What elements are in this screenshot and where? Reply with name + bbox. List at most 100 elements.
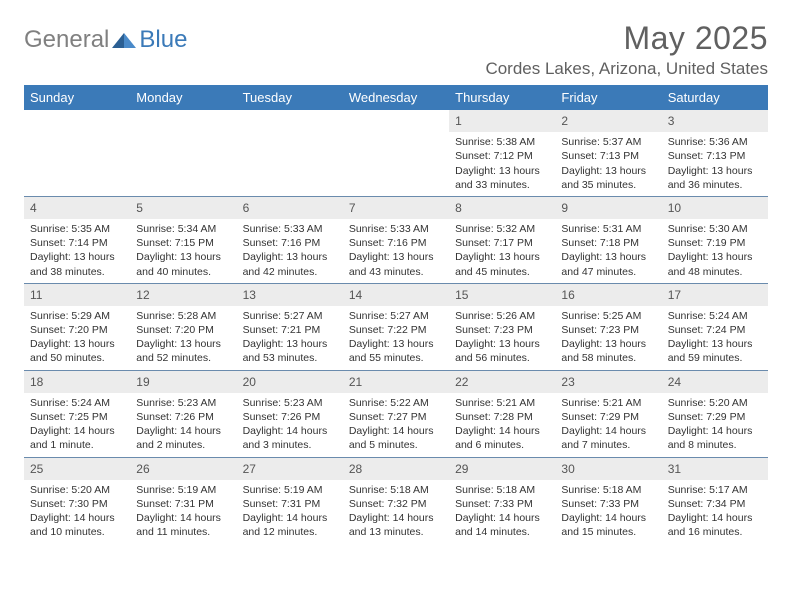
calendar-cell: 16Sunrise: 5:25 AMSunset: 7:23 PMDayligh… <box>555 283 661 370</box>
sunrise-text: Sunrise: 5:27 AM <box>349 309 443 323</box>
sunset-text: Sunset: 7:16 PM <box>243 236 337 250</box>
day-body: Sunrise: 5:17 AMSunset: 7:34 PMDaylight:… <box>662 480 768 544</box>
calendar-cell: 8Sunrise: 5:32 AMSunset: 7:17 PMDaylight… <box>449 196 555 283</box>
calendar-cell: 28Sunrise: 5:18 AMSunset: 7:32 PMDayligh… <box>343 457 449 543</box>
calendar-cell <box>237 110 343 196</box>
location: Cordes Lakes, Arizona, United States <box>485 59 768 79</box>
calendar-week: 4Sunrise: 5:35 AMSunset: 7:14 PMDaylight… <box>24 196 768 283</box>
day-body: Sunrise: 5:37 AMSunset: 7:13 PMDaylight:… <box>555 132 661 196</box>
day-body: Sunrise: 5:27 AMSunset: 7:21 PMDaylight:… <box>237 306 343 370</box>
sunrise-text: Sunrise: 5:23 AM <box>136 396 230 410</box>
day-body: Sunrise: 5:23 AMSunset: 7:26 PMDaylight:… <box>130 393 236 457</box>
day-body: Sunrise: 5:33 AMSunset: 7:16 PMDaylight:… <box>237 219 343 283</box>
day-body: Sunrise: 5:26 AMSunset: 7:23 PMDaylight:… <box>449 306 555 370</box>
day-header-row: SundayMondayTuesdayWednesdayThursdayFrid… <box>24 85 768 110</box>
calendar-week: 25Sunrise: 5:20 AMSunset: 7:30 PMDayligh… <box>24 457 768 543</box>
sunrise-text: Sunrise: 5:24 AM <box>30 396 124 410</box>
calendar-cell: 13Sunrise: 5:27 AMSunset: 7:21 PMDayligh… <box>237 283 343 370</box>
day-body: Sunrise: 5:20 AMSunset: 7:29 PMDaylight:… <box>662 393 768 457</box>
daylight-text: Daylight: 14 hours and 7 minutes. <box>561 424 655 452</box>
day-body: Sunrise: 5:32 AMSunset: 7:17 PMDaylight:… <box>449 219 555 283</box>
calendar-cell: 22Sunrise: 5:21 AMSunset: 7:28 PMDayligh… <box>449 370 555 457</box>
daylight-text: Daylight: 13 hours and 45 minutes. <box>455 250 549 278</box>
sunrise-text: Sunrise: 5:33 AM <box>349 222 443 236</box>
calendar-cell: 30Sunrise: 5:18 AMSunset: 7:33 PMDayligh… <box>555 457 661 543</box>
day-number: 13 <box>237 284 343 306</box>
sunrise-text: Sunrise: 5:27 AM <box>243 309 337 323</box>
day-number: 23 <box>555 371 661 393</box>
logo-triangle-icon <box>111 30 137 50</box>
day-number: 26 <box>130 458 236 480</box>
day-header: Sunday <box>24 85 130 110</box>
day-body: Sunrise: 5:36 AMSunset: 7:13 PMDaylight:… <box>662 132 768 196</box>
calendar-cell <box>343 110 449 196</box>
day-body: Sunrise: 5:27 AMSunset: 7:22 PMDaylight:… <box>343 306 449 370</box>
sunset-text: Sunset: 7:33 PM <box>455 497 549 511</box>
day-header: Thursday <box>449 85 555 110</box>
sunrise-text: Sunrise: 5:34 AM <box>136 222 230 236</box>
sunset-text: Sunset: 7:19 PM <box>668 236 762 250</box>
daylight-text: Daylight: 14 hours and 16 minutes. <box>668 511 762 539</box>
day-body: Sunrise: 5:35 AMSunset: 7:14 PMDaylight:… <box>24 219 130 283</box>
sunrise-text: Sunrise: 5:33 AM <box>243 222 337 236</box>
day-body: Sunrise: 5:30 AMSunset: 7:19 PMDaylight:… <box>662 219 768 283</box>
calendar-cell: 1Sunrise: 5:38 AMSunset: 7:12 PMDaylight… <box>449 110 555 196</box>
calendar-cell: 19Sunrise: 5:23 AMSunset: 7:26 PMDayligh… <box>130 370 236 457</box>
calendar-cell: 7Sunrise: 5:33 AMSunset: 7:16 PMDaylight… <box>343 196 449 283</box>
sunset-text: Sunset: 7:17 PM <box>455 236 549 250</box>
sunrise-text: Sunrise: 5:19 AM <box>136 483 230 497</box>
sunrise-text: Sunrise: 5:35 AM <box>30 222 124 236</box>
calendar-cell: 27Sunrise: 5:19 AMSunset: 7:31 PMDayligh… <box>237 457 343 543</box>
daylight-text: Daylight: 13 hours and 48 minutes. <box>668 250 762 278</box>
day-body: Sunrise: 5:21 AMSunset: 7:28 PMDaylight:… <box>449 393 555 457</box>
day-number: 17 <box>662 284 768 306</box>
day-number: 7 <box>343 197 449 219</box>
calendar-week: 18Sunrise: 5:24 AMSunset: 7:25 PMDayligh… <box>24 370 768 457</box>
logo-text-general: General <box>24 26 109 54</box>
sunset-text: Sunset: 7:29 PM <box>561 410 655 424</box>
calendar-cell: 29Sunrise: 5:18 AMSunset: 7:33 PMDayligh… <box>449 457 555 543</box>
day-body: Sunrise: 5:33 AMSunset: 7:16 PMDaylight:… <box>343 219 449 283</box>
calendar-cell: 4Sunrise: 5:35 AMSunset: 7:14 PMDaylight… <box>24 196 130 283</box>
sunrise-text: Sunrise: 5:30 AM <box>668 222 762 236</box>
day-number: 29 <box>449 458 555 480</box>
calendar-cell: 11Sunrise: 5:29 AMSunset: 7:20 PMDayligh… <box>24 283 130 370</box>
daylight-text: Daylight: 13 hours and 35 minutes. <box>561 164 655 192</box>
sunrise-text: Sunrise: 5:26 AM <box>455 309 549 323</box>
calendar-cell: 25Sunrise: 5:20 AMSunset: 7:30 PMDayligh… <box>24 457 130 543</box>
day-header: Tuesday <box>237 85 343 110</box>
logo: General Blue <box>24 26 187 54</box>
calendar-week: 11Sunrise: 5:29 AMSunset: 7:20 PMDayligh… <box>24 283 768 370</box>
calendar-cell: 12Sunrise: 5:28 AMSunset: 7:20 PMDayligh… <box>130 283 236 370</box>
title-block: May 2025 Cordes Lakes, Arizona, United S… <box>485 20 768 79</box>
sunset-text: Sunset: 7:13 PM <box>668 149 762 163</box>
sunset-text: Sunset: 7:18 PM <box>561 236 655 250</box>
sunset-text: Sunset: 7:23 PM <box>561 323 655 337</box>
sunset-text: Sunset: 7:31 PM <box>136 497 230 511</box>
sunset-text: Sunset: 7:15 PM <box>136 236 230 250</box>
daylight-text: Daylight: 13 hours and 56 minutes. <box>455 337 549 365</box>
calendar-cell: 24Sunrise: 5:20 AMSunset: 7:29 PMDayligh… <box>662 370 768 457</box>
day-number: 24 <box>662 371 768 393</box>
sunrise-text: Sunrise: 5:23 AM <box>243 396 337 410</box>
sunrise-text: Sunrise: 5:38 AM <box>455 135 549 149</box>
daylight-text: Daylight: 14 hours and 8 minutes. <box>668 424 762 452</box>
sunset-text: Sunset: 7:23 PM <box>455 323 549 337</box>
day-number: 27 <box>237 458 343 480</box>
day-number: 12 <box>130 284 236 306</box>
day-body: Sunrise: 5:25 AMSunset: 7:23 PMDaylight:… <box>555 306 661 370</box>
daylight-text: Daylight: 14 hours and 11 minutes. <box>136 511 230 539</box>
daylight-text: Daylight: 13 hours and 53 minutes. <box>243 337 337 365</box>
daylight-text: Daylight: 14 hours and 2 minutes. <box>136 424 230 452</box>
header: General Blue May 2025 Cordes Lakes, Ariz… <box>24 20 768 79</box>
day-number: 3 <box>662 110 768 132</box>
day-number: 30 <box>555 458 661 480</box>
day-number: 9 <box>555 197 661 219</box>
daylight-text: Daylight: 13 hours and 47 minutes. <box>561 250 655 278</box>
sunrise-text: Sunrise: 5:21 AM <box>455 396 549 410</box>
sunset-text: Sunset: 7:30 PM <box>30 497 124 511</box>
calendar-cell: 10Sunrise: 5:30 AMSunset: 7:19 PMDayligh… <box>662 196 768 283</box>
sunset-text: Sunset: 7:31 PM <box>243 497 337 511</box>
calendar-cell: 14Sunrise: 5:27 AMSunset: 7:22 PMDayligh… <box>343 283 449 370</box>
calendar-cell: 9Sunrise: 5:31 AMSunset: 7:18 PMDaylight… <box>555 196 661 283</box>
